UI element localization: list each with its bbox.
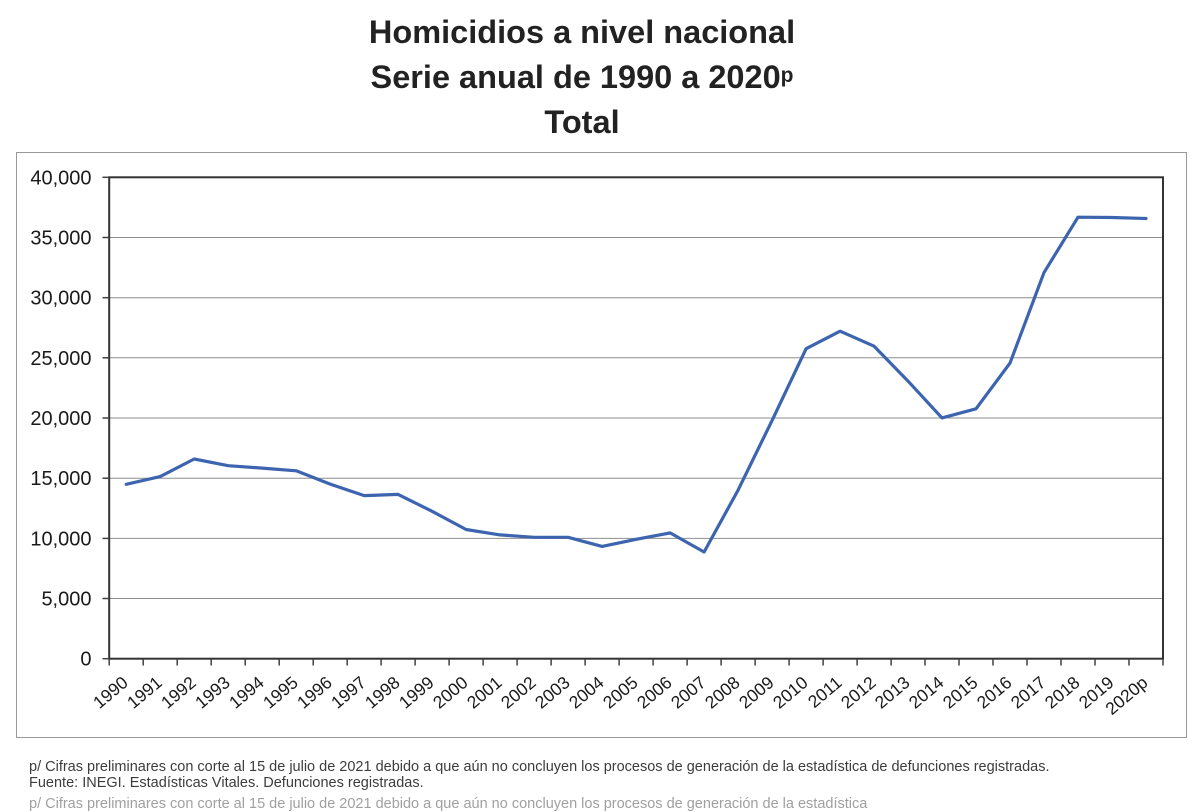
svg-text:5,000: 5,000 — [41, 589, 91, 611]
svg-text:0: 0 — [80, 649, 91, 671]
svg-text:30,000: 30,000 — [30, 288, 91, 310]
svg-text:20,000: 20,000 — [30, 408, 91, 430]
svg-text:25,000: 25,000 — [30, 348, 91, 370]
svg-text:35,000: 35,000 — [30, 228, 91, 250]
svg-text:40,000: 40,000 — [30, 167, 91, 189]
svg-text:10,000: 10,000 — [30, 528, 91, 550]
svg-text:15,000: 15,000 — [30, 468, 91, 490]
